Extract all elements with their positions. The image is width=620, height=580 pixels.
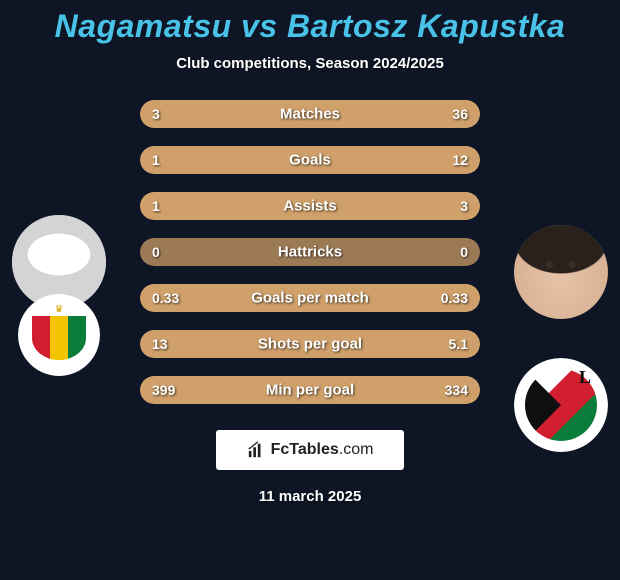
player-photo [514,225,608,319]
stat-value-right: 0 [460,244,468,260]
stat-row: 0.33 0.33 Goals per match [140,284,480,312]
korona-stripes [32,316,86,360]
season-subtitle: Club competitions, Season 2024/2025 [0,55,620,72]
stat-label: Goals [289,152,331,169]
footer-brand-box[interactable]: FcTables.com [216,430,404,470]
chart-icon [247,441,265,459]
stat-row: 13 5.1 Shots per goal [140,330,480,358]
stat-row: 0 0 Hattricks [140,238,480,266]
stat-value-left: 3 [152,106,160,122]
legia-badge-icon: L [514,358,608,452]
player-right-avatar [514,225,608,319]
page-title: Nagamatsu vs Bartosz Kapustka [0,8,620,45]
brand-tld: .com [339,441,374,458]
stat-label: Shots per goal [258,336,362,353]
stat-value-right: 0.33 [441,290,468,306]
club-left-badge: ♛ [18,294,100,376]
stat-value-right: 3 [460,198,468,214]
club-right-badge: L [514,358,608,452]
crown-icon: ♛ [55,304,64,315]
stat-label: Goals per match [251,290,369,307]
korona-badge-icon: ♛ [18,294,100,376]
stat-row: 399 334 Min per goal [140,376,480,404]
stat-row: 3 36 Matches [140,100,480,128]
stat-label: Hattricks [278,244,342,261]
stat-label: Assists [283,198,336,215]
stat-value-right: 5.1 [449,336,468,352]
stat-row: 1 3 Assists [140,192,480,220]
bar-right-fill [225,192,480,220]
stat-value-right: 334 [445,382,468,398]
stat-label: Min per goal [266,382,354,399]
stat-value-left: 0.33 [152,290,179,306]
brand-name: FcTables [271,441,339,458]
date-line: 11 march 2025 [0,488,620,505]
stat-value-right: 36 [452,106,468,122]
stat-bars: 336Matches112Goals13Assists00Hattricks0.… [140,100,480,422]
stat-value-left: 1 [152,152,160,168]
stat-row: 1 12 Goals [140,146,480,174]
stat-value-left: 1 [152,198,160,214]
stat-value-left: 0 [152,244,160,260]
legia-l-letter: L [579,367,591,388]
footer-brand-text: FcTables.com [271,441,374,459]
stat-value-left: 13 [152,336,168,352]
comparison-card: Nagamatsu vs Bartosz Kapustka Club compe… [0,0,620,580]
stat-value-left: 399 [152,382,175,398]
stat-label: Matches [280,106,340,123]
stats-area: ♛ L 336Matches112Goals13Assists00Hattric… [0,100,620,420]
stat-value-right: 12 [452,152,468,168]
